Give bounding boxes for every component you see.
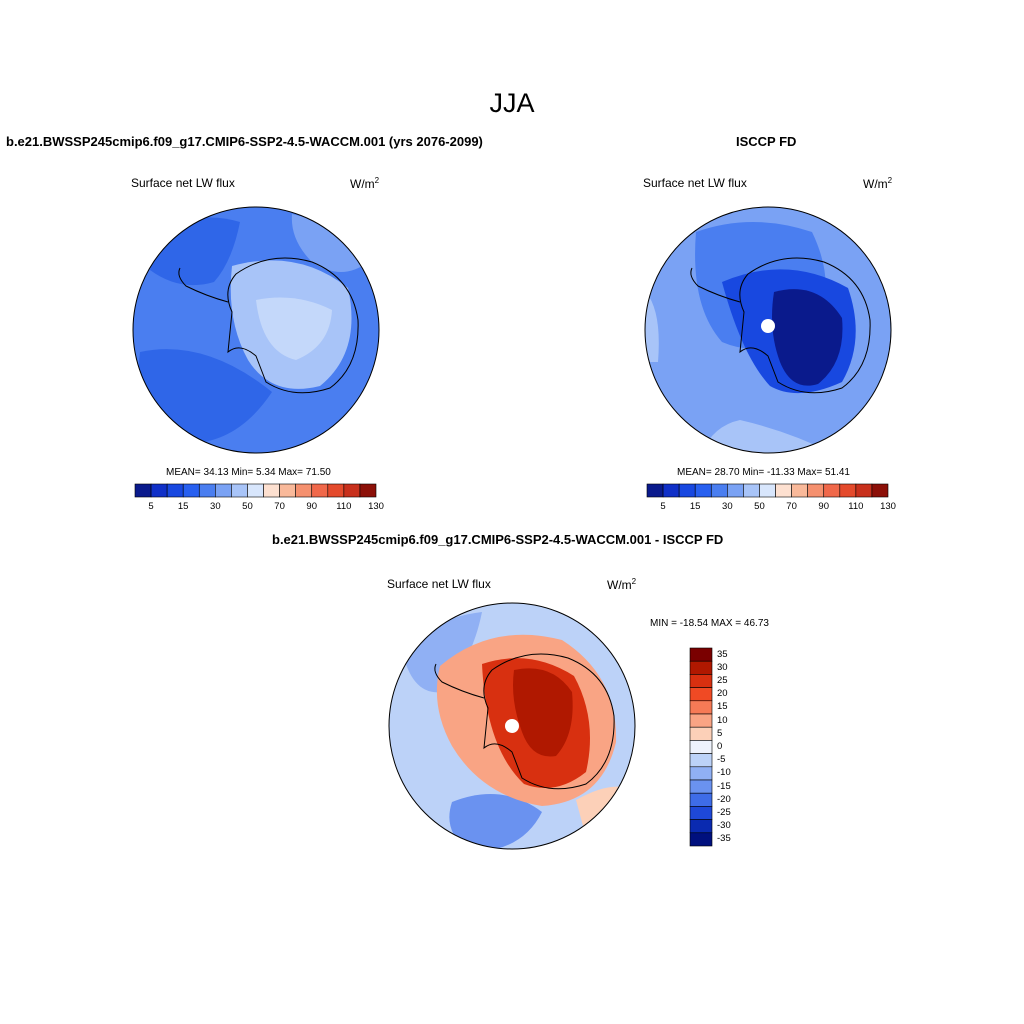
colorbar-swatch: [662, 483, 680, 498]
colorbar-swatch: [689, 674, 713, 688]
colorbar-swatch: [231, 483, 248, 498]
colorbar-tick-label: -5: [717, 754, 726, 766]
colorbar-swatch: [689, 740, 713, 754]
colorbar-swatch: [743, 483, 760, 498]
colorbar-tick-label: 30: [717, 661, 728, 673]
colorbar-tick-label: -35: [717, 833, 731, 845]
colorbar-swatch: [689, 726, 713, 741]
colorbar-tick-label: -10: [717, 767, 731, 779]
colorbar-swatch: [311, 483, 329, 498]
colorbar-tick-label: 25: [717, 675, 728, 686]
colorbar-swatch: [689, 779, 713, 794]
colorbar-tick-label: 110: [336, 501, 352, 512]
colorbar-tick-label: 20: [717, 688, 728, 700]
colorbar-swatch: [871, 483, 889, 498]
colorbar-swatch: [689, 700, 713, 715]
colorbar-tick-label: 110: [848, 501, 864, 512]
colorbar-swatch: [689, 766, 713, 781]
colorbar-swatch: [791, 483, 808, 498]
colorbar-tick-label: 70: [786, 501, 797, 512]
colorbar-tick-label: 0: [717, 741, 723, 752]
colorbar-tick-label: 15: [689, 501, 701, 512]
model-panel-title: b.e21.BWSSP245cmip6.f09_g17.CMIP6-SSP2-4…: [6, 134, 483, 149]
season-title: JJA: [489, 88, 535, 118]
colorbar-swatch: [678, 483, 696, 498]
diff-colorbar: [689, 647, 713, 847]
colorbar-swatch: [646, 483, 664, 498]
colorbar-swatch: [689, 660, 713, 675]
colorbar-tick-label: 30: [210, 501, 221, 512]
colorbar-swatch: [689, 647, 713, 662]
colorbar-swatch: [327, 483, 345, 498]
diff-units-label: W/m2: [607, 577, 637, 592]
obs-units-label: W/m2: [863, 176, 893, 191]
colorbar-tick-label: 5: [148, 501, 154, 512]
colorbar-swatch: [689, 792, 713, 807]
diff-variable-label: Surface net LW flux: [387, 577, 491, 591]
colorbar-swatch: [198, 483, 216, 498]
colorbar-swatch: [215, 483, 232, 498]
obs-variable-label: Surface net LW flux: [643, 176, 747, 190]
colorbar-swatch: [727, 483, 744, 498]
colorbar-swatch: [134, 483, 152, 498]
colorbar-swatch: [150, 483, 168, 498]
colorbar-swatch: [689, 806, 713, 820]
colorbar-tick-label: 35: [717, 648, 728, 660]
colorbar-swatch: [689, 713, 713, 728]
diff-map: [388, 602, 636, 850]
obs-stats: MEAN= 28.70 Min= -11.33 Max= 51.41: [677, 467, 850, 478]
model-units-label: W/m2: [350, 176, 380, 191]
colorbar-tick-label: 50: [242, 501, 253, 512]
diff-panel-title: b.e21.BWSSP245cmip6.f09_g17.CMIP6-SSP2-4…: [272, 532, 724, 547]
colorbar-swatch: [182, 483, 200, 498]
colorbar-tick-label: 10: [717, 714, 728, 726]
colorbar-tick-label: -30: [717, 820, 731, 832]
colorbar-swatch: [839, 483, 857, 498]
colorbar-swatch: [775, 483, 792, 498]
colorbar-swatch: [689, 832, 713, 847]
colorbar-swatch: [247, 483, 264, 498]
colorbar-tick-label: -20: [717, 793, 731, 805]
colorbar-tick-label: 90: [306, 501, 317, 512]
colorbar-tick-label: 15: [177, 501, 189, 512]
colorbar-swatch: [823, 483, 841, 498]
model-colorbar: [134, 483, 377, 498]
colorbar-swatch: [359, 483, 377, 498]
colorbar-swatch: [689, 819, 713, 834]
colorbar-swatch: [689, 687, 713, 702]
colorbar-swatch: [166, 483, 184, 498]
colorbar-tick-label: -15: [717, 780, 731, 792]
colorbar-swatch: [279, 483, 296, 498]
colorbar-swatch: [807, 483, 825, 498]
colorbar-tick-label: 90: [818, 501, 829, 512]
diff-stats: MIN = -18.54 MAX = 46.73: [650, 618, 769, 629]
colorbar-swatch: [855, 483, 873, 498]
colorbar-tick-label: 130: [880, 501, 896, 512]
obs-colorbar: [646, 483, 889, 498]
colorbar-tick-label: -25: [717, 807, 731, 818]
colorbar-tick-label: 70: [274, 501, 285, 512]
model-stats: MEAN= 34.13 Min= 5.34 Max= 71.50: [166, 467, 331, 478]
model-map: [132, 206, 380, 454]
colorbar-swatch: [710, 483, 728, 498]
colorbar-swatch: [295, 483, 313, 498]
colorbar-swatch: [343, 483, 361, 498]
colorbar-tick-label: 130: [368, 501, 384, 512]
colorbar-tick-label: 15: [717, 701, 728, 713]
colorbar-swatch: [263, 483, 280, 498]
obs-map: [644, 206, 892, 454]
colorbar-tick-label: 5: [660, 501, 666, 512]
obs-panel-title: ISCCP FD: [736, 134, 797, 149]
colorbar-tick-label: 5: [717, 727, 723, 739]
colorbar-swatch: [759, 483, 776, 498]
model-variable-label: Surface net LW flux: [131, 176, 235, 190]
colorbar-swatch: [694, 483, 712, 498]
colorbar-tick-label: 30: [722, 501, 733, 512]
colorbar-tick-label: 50: [754, 501, 765, 512]
colorbar-swatch: [689, 753, 713, 768]
